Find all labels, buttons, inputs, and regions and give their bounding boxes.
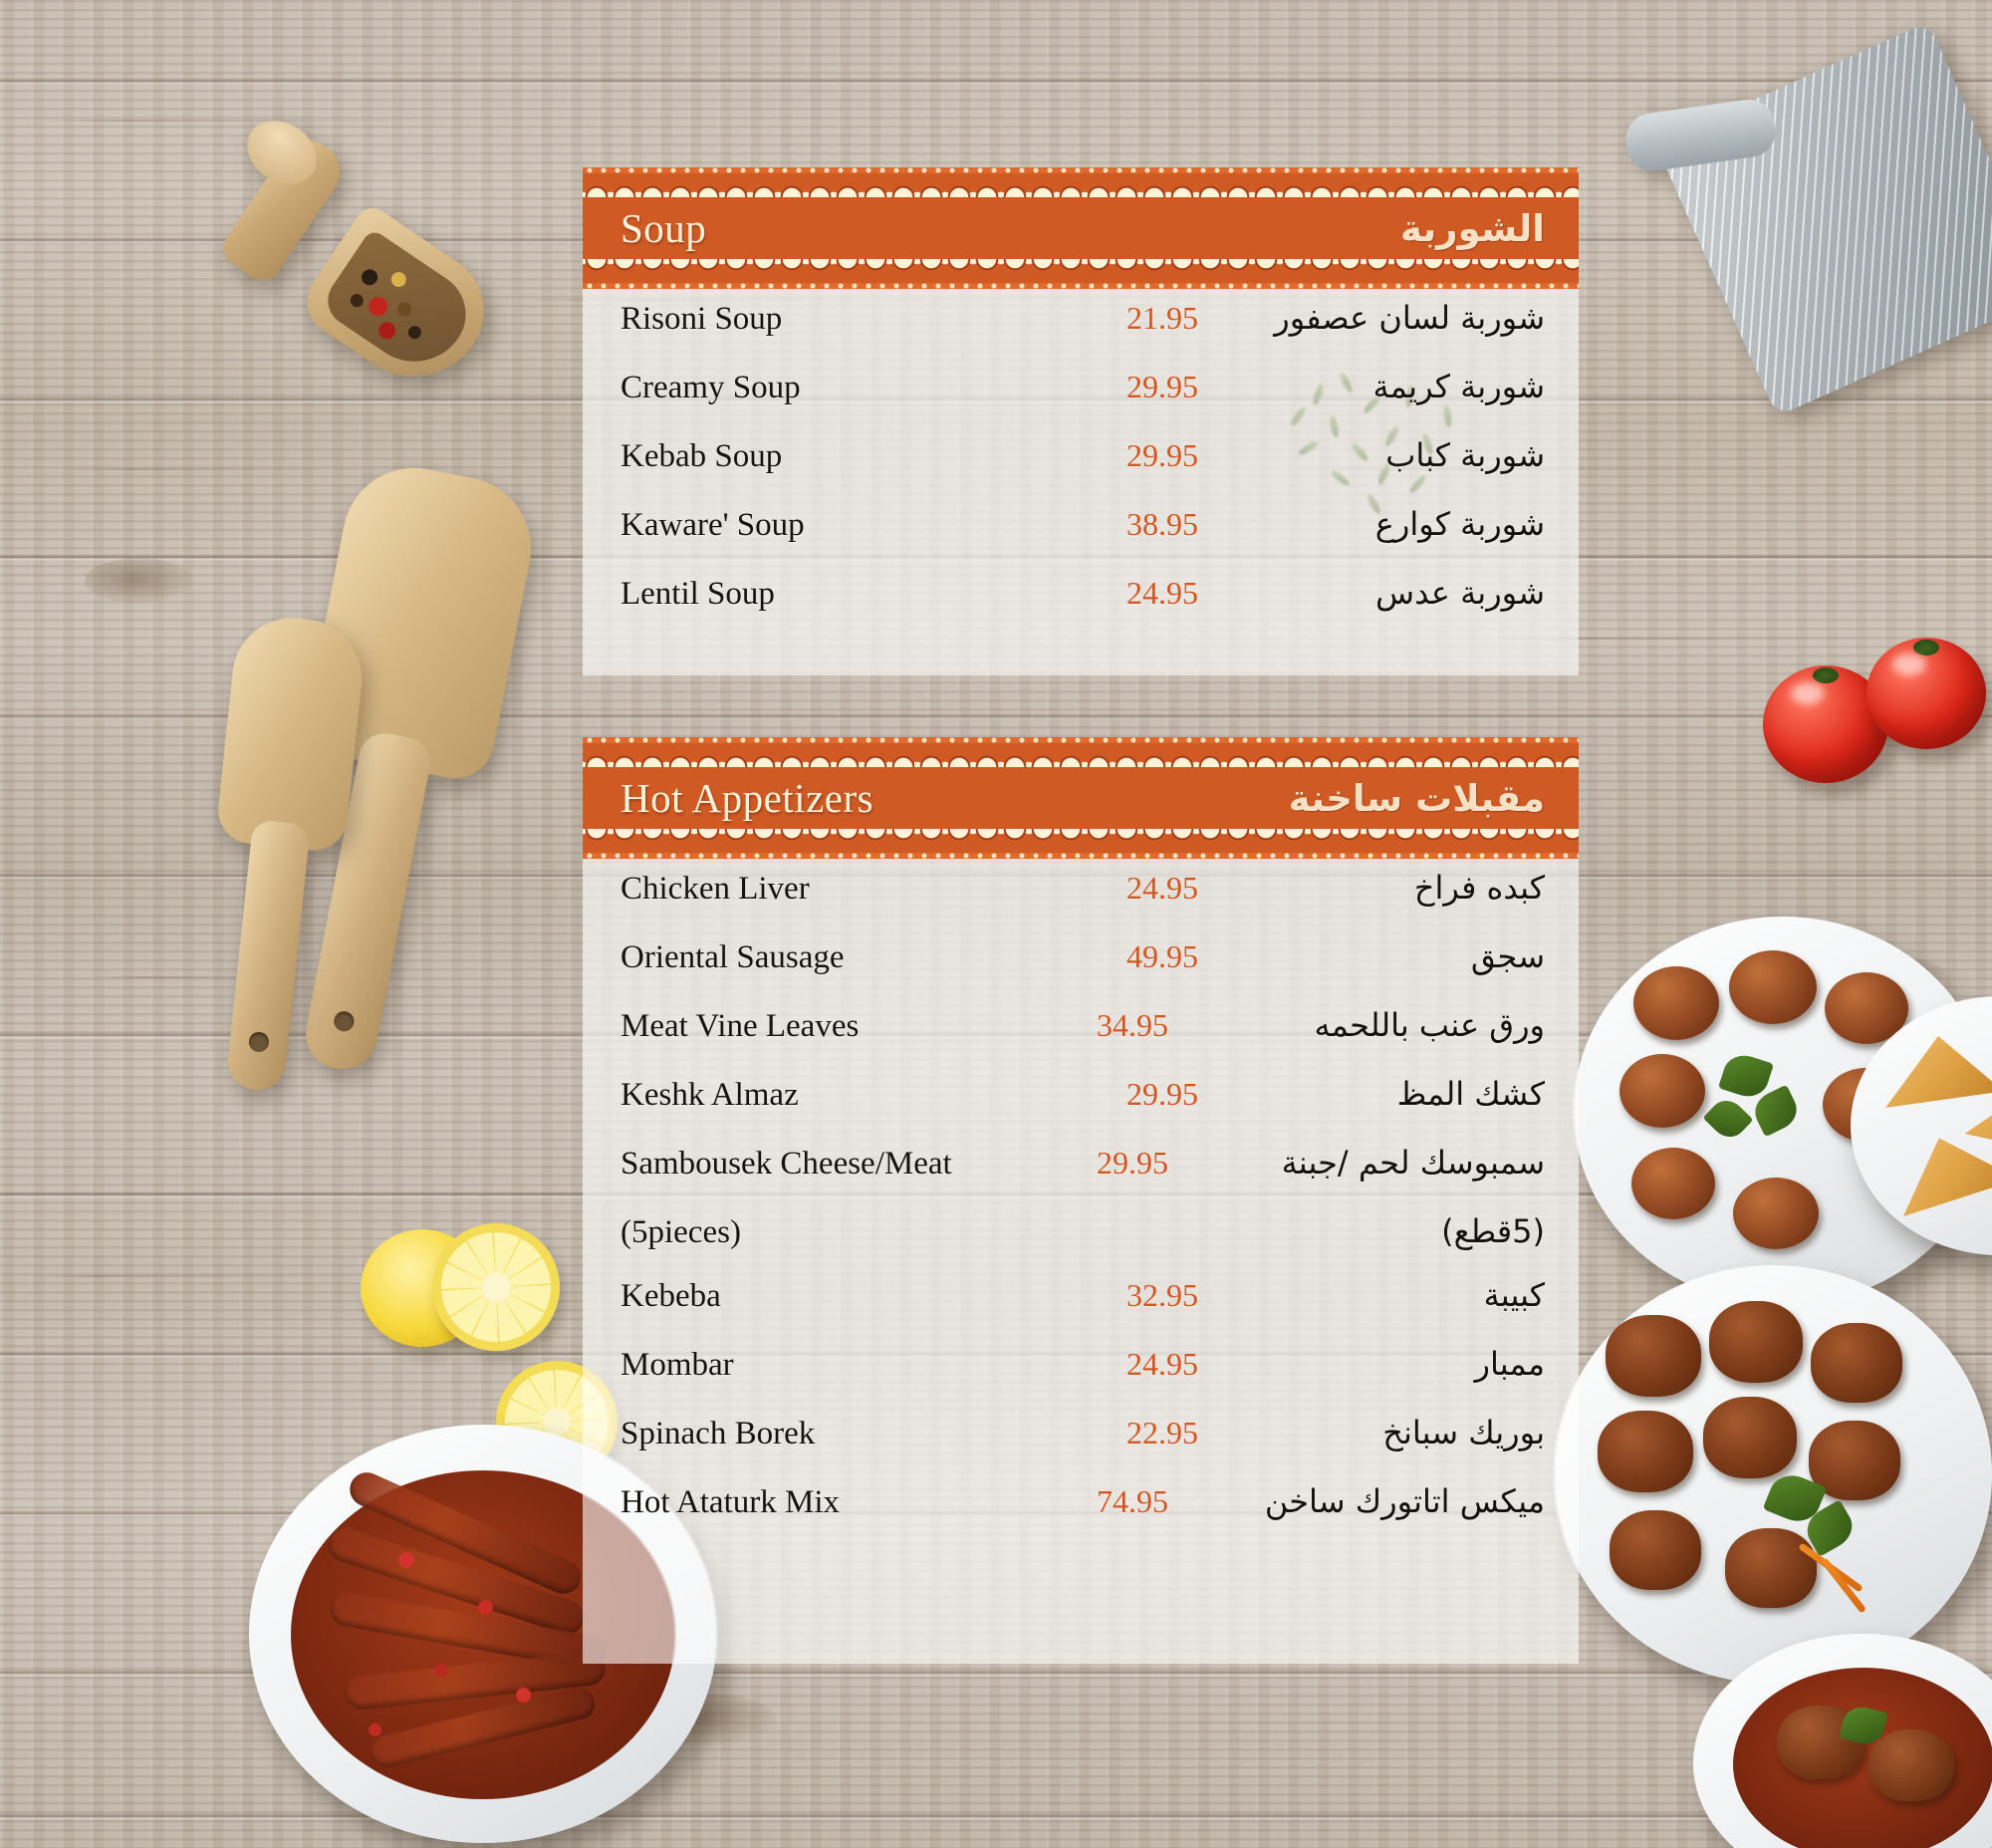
item-name-en: Kebeba (621, 1278, 721, 1314)
item-name-en: Creamy Soup (621, 370, 801, 405)
plank-seam (0, 1670, 1992, 1677)
item-price: 49.95 (1126, 938, 1198, 974)
ornament-border-top (583, 737, 1579, 767)
item-name-ar: ميكس اتاتورك ساخن (1264, 1482, 1545, 1520)
item-name-ar: ورق عنب باللحمه (1314, 1006, 1545, 1044)
wood-grain (60, 468, 398, 470)
wood-grain (1494, 638, 1912, 640)
menu-section-hot-appetizers: Hot Appetizers مقبلات ساخنة Chicken Live… (583, 737, 1579, 1664)
section-title-ar: مقبلات ساخنة (1288, 776, 1545, 820)
item-name-en: Risoni Soup (621, 301, 783, 337)
menu-item-row[interactable]: Spinach Borek 22.95 بوريك سبانخ (583, 1414, 1579, 1482)
wooden-spice-scoop (216, 108, 507, 404)
item-name-en: Lentil Soup (621, 576, 775, 612)
menu-item-row[interactable]: Kebeba 32.95 كبيبة (583, 1276, 1579, 1345)
item-name-en: Chicken Liver (621, 871, 810, 907)
item-name-en: Mombar (621, 1347, 734, 1383)
item-name-en: Hot Ataturk Mix (621, 1484, 840, 1520)
item-name-ar: ممبار (1474, 1345, 1546, 1383)
plank-seam (0, 78, 1992, 85)
lemon-slice (432, 1223, 560, 1351)
item-price: 74.95 (1097, 1483, 1168, 1519)
item-name-ar: كبده فراخ (1413, 869, 1545, 907)
item-price: 24.95 (1126, 870, 1198, 906)
stew-dish (1693, 1634, 1992, 1848)
wood-grain (30, 1275, 359, 1277)
item-name-ar: شوربة كوارع (1374, 505, 1545, 543)
section-title-en: Hot Appetizers (621, 775, 874, 821)
item-price: 29.95 (1097, 1145, 1168, 1181)
menu-item-row-subtext: (5pieces) (5قطع) (583, 1212, 1579, 1276)
menu-section-soup: Soup الشوربة Risoni Soup 21.95 شوربة لسا… (583, 167, 1579, 675)
item-price: 21.95 (1126, 300, 1198, 336)
samosa-platter (1851, 996, 1992, 1255)
item-name-ar: شوربة لسان عصفور (1274, 299, 1545, 337)
plank-seam (0, 713, 1992, 720)
menu-item-row[interactable]: Keshk Almaz 29.95 كشك المظ (583, 1075, 1579, 1144)
item-name-ar: سجق (1470, 937, 1545, 975)
section-title-en: Soup (621, 205, 707, 251)
ornament-border-bottom (583, 829, 1579, 859)
item-price: 29.95 (1126, 1076, 1198, 1112)
kofta-platter (1554, 1265, 1992, 1684)
item-price: 29.95 (1126, 437, 1198, 473)
item-portion-note-en: (5pieces) (621, 1214, 741, 1250)
menu-item-row[interactable]: Lentil Soup 24.95 شوربة عدس (583, 574, 1579, 643)
item-price: 24.95 (1126, 575, 1198, 611)
item-price: 32.95 (1126, 1277, 1198, 1313)
item-name-en: Spinach Borek (621, 1416, 816, 1452)
menu-item-row[interactable]: Kebab Soup 29.95 شوربة كباب (583, 436, 1579, 505)
item-price: 24.95 (1126, 1346, 1198, 1382)
wood-grain (40, 120, 458, 122)
menu-items-soup: Risoni Soup 21.95 شوربة لسان عصفور Cream… (583, 289, 1579, 660)
item-price: 22.95 (1126, 1415, 1198, 1451)
item-portion-note-ar: (5قطع) (1441, 1212, 1545, 1250)
menu-item-row[interactable]: Mombar 24.95 ممبار (583, 1345, 1579, 1414)
section-header-hot-appetizers: Hot Appetizers مقبلات ساخنة (583, 767, 1579, 829)
menu-item-row[interactable]: Creamy Soup 29.95 شوربة كريمة (583, 368, 1579, 436)
item-price: 34.95 (1097, 1007, 1168, 1043)
item-price: 38.95 (1126, 506, 1198, 542)
item-name-ar: كشك المظ (1396, 1075, 1545, 1113)
item-name-en: Kaware' Soup (621, 507, 805, 543)
item-name-en: Meat Vine Leaves (621, 1008, 860, 1044)
menu-item-row[interactable]: Hot Ataturk Mix 74.95 ميكس اتاتورك ساخن (583, 1482, 1579, 1551)
ornament-border-bottom (583, 259, 1579, 289)
item-name-en: Kebab Soup (621, 438, 783, 474)
item-name-en: Keshk Almaz (621, 1077, 799, 1113)
item-name-ar: شوربة عدس (1375, 574, 1545, 612)
item-name-ar: شوربة كباب (1385, 436, 1545, 474)
item-name-ar: بوريك سبانخ (1382, 1414, 1545, 1452)
section-title-ar: الشوربة (1399, 206, 1545, 250)
ornament-border-top (583, 167, 1579, 197)
plank-seam (0, 1813, 1992, 1820)
menu-items-hot-appetizers: Chicken Liver 24.95 كبده فراخ Oriental S… (583, 859, 1579, 1569)
menu-item-row[interactable]: Oriental Sausage 49.95 سجق (583, 937, 1579, 1006)
section-header-soup: Soup الشوربة (583, 197, 1579, 259)
item-name-en: Sambousek Cheese/Meat (621, 1146, 952, 1182)
item-name-ar: سمبوسك لحم /جبنة (1281, 1144, 1545, 1182)
menu-item-row[interactable]: Chicken Liver 24.95 كبده فراخ (583, 869, 1579, 937)
wood-grain (90, 976, 369, 978)
wood-knot (85, 558, 194, 604)
menu-item-row[interactable]: Meat Vine Leaves 34.95 ورق عنب باللحمه (583, 1006, 1579, 1075)
menu-item-row[interactable]: Kaware' Soup 38.95 شوربة كوارع (583, 505, 1579, 574)
item-name-en: Oriental Sausage (621, 939, 845, 975)
item-name-ar: كبيبة (1483, 1276, 1545, 1314)
menu-item-row[interactable]: Sambousek Cheese/Meat 29.95 سمبوسك لحم /… (583, 1144, 1579, 1212)
tomato (1867, 638, 1986, 749)
item-name-ar: شوربة كريمة (1372, 368, 1545, 405)
menu-item-row[interactable]: Risoni Soup 21.95 شوربة لسان عصفور (583, 299, 1579, 368)
item-price: 29.95 (1126, 369, 1198, 404)
